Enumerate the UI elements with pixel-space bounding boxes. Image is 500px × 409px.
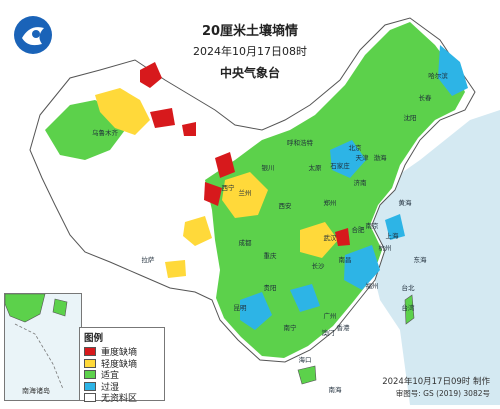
region-wet-1 <box>438 45 468 96</box>
place-label: 西安 <box>279 201 293 210</box>
taiwan-island <box>404 294 415 325</box>
footer-made: 2024年10月17日09时 制作 <box>382 377 490 387</box>
region-light-drought-3 <box>300 222 338 258</box>
legend-item: 过湿 <box>84 381 164 393</box>
place-label: 南海 <box>329 385 343 394</box>
place-label: 南京 <box>366 221 380 230</box>
place-label: 澳门 <box>322 328 335 337</box>
place-label: 石家庄 <box>330 161 350 170</box>
region-severe-drought-1 <box>140 62 162 88</box>
legend-swatch <box>84 347 96 357</box>
place-label: 长春 <box>419 93 433 102</box>
region-suitable-east <box>205 22 465 358</box>
place-label: 杭州 <box>379 243 392 252</box>
region-light-drought-4 <box>183 216 212 246</box>
place-label: 郑州 <box>324 199 337 207</box>
place-label: 台北 <box>402 283 416 292</box>
legend-label: 适宜 <box>101 371 120 382</box>
legend-item: 轻度缺墒 <box>84 358 164 370</box>
place-label: 台湾 <box>402 303 416 312</box>
legend-swatch <box>84 370 96 380</box>
legend-item: 适宜 <box>84 369 164 381</box>
region-severe-drought-6 <box>335 228 350 246</box>
region-severe-drought-4 <box>204 182 222 206</box>
place-label: 长沙 <box>312 261 326 270</box>
place-label: 黄海 <box>399 198 413 207</box>
place-label: 银川 <box>262 163 275 172</box>
place-label: 昆明 <box>234 304 248 312</box>
region-wet-6 <box>290 284 320 312</box>
ocean-area <box>370 110 500 405</box>
legend-swatch <box>84 381 96 391</box>
footer-review: 审图号: GS (2019) 3082号 <box>395 389 490 398</box>
region-light-drought-5 <box>165 260 186 278</box>
legend-label: 无资料区 <box>101 394 138 405</box>
legend-title: 图例 <box>84 333 104 344</box>
map-title: 20厘米土壤墒情 <box>201 24 299 39</box>
region-severe-drought-2 <box>150 108 175 128</box>
place-label: 贵阳 <box>264 283 277 292</box>
region-severe-drought-5 <box>182 122 196 136</box>
hainan-island <box>297 365 317 385</box>
region-wet-5 <box>385 214 405 240</box>
place-label: 沈阳 <box>404 113 417 122</box>
place-label: 北京 <box>349 143 363 152</box>
legend-label: 过湿 <box>101 382 120 393</box>
place-label: 哈尔滨 <box>428 71 448 80</box>
place-label: 南宁 <box>284 323 298 332</box>
map-legend: 图例 重度缺墒 轻度缺墒 适宜 过湿 无资料区 <box>79 327 165 404</box>
region-wet-3 <box>344 245 380 290</box>
place-label: 天津 <box>356 154 370 162</box>
place-label: 广州 <box>324 311 337 320</box>
legend-label: 轻度缺墒 <box>101 359 138 370</box>
map-datetime: 2024年10月17日08时 <box>193 45 307 58</box>
region-wet-4 <box>240 292 272 330</box>
inset-label: 南海诸岛 <box>22 387 50 395</box>
south-china-sea-inset <box>4 293 82 401</box>
legend-swatch <box>84 393 96 403</box>
place-label: 乌鲁木齐 <box>92 128 119 137</box>
inset-map <box>4 293 68 390</box>
place-label: 渤海 <box>374 153 388 162</box>
place-label: 拉萨 <box>142 255 156 264</box>
place-label: 呼和浩特 <box>287 138 314 147</box>
legend-label: 重度缺墒 <box>101 348 138 359</box>
place-label: 武汉 <box>324 233 338 242</box>
place-label: 上海 <box>386 231 400 240</box>
place-label: 太原 <box>309 163 323 172</box>
place-label: 重庆 <box>264 251 278 260</box>
region-light-drought-1 <box>95 88 150 135</box>
cma-logo-icon <box>14 16 52 54</box>
legend-item: 无资料区 <box>84 392 164 404</box>
place-label: 东海 <box>414 255 428 264</box>
place-label: 香港 <box>337 323 351 332</box>
region-light-drought-2 <box>222 172 268 218</box>
legend-item: 重度缺墒 <box>84 346 164 358</box>
place-label: 福州 <box>366 281 379 290</box>
legend-swatch <box>84 358 96 368</box>
region-severe-drought-3 <box>215 152 235 178</box>
place-label: 成都 <box>239 238 253 247</box>
issuing-agency: 中央气象台 <box>219 66 280 80</box>
place-label: 济南 <box>354 178 368 187</box>
place-label: 海口 <box>299 355 312 364</box>
place-label: 兰州 <box>239 188 252 197</box>
place-label: 西宁 <box>222 183 236 192</box>
place-label: 合肥 <box>352 225 366 234</box>
region-wet-2 <box>330 140 366 178</box>
place-label: 南昌 <box>339 255 352 264</box>
